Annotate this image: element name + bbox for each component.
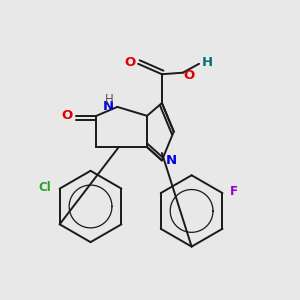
- Text: N: N: [103, 100, 114, 113]
- Text: F: F: [230, 185, 238, 198]
- Text: H: H: [105, 93, 114, 106]
- Text: O: O: [184, 69, 195, 82]
- Text: Cl: Cl: [39, 181, 51, 194]
- Text: O: O: [61, 109, 73, 122]
- Text: H: H: [201, 56, 212, 69]
- Text: O: O: [124, 56, 135, 69]
- Text: N: N: [166, 154, 177, 167]
